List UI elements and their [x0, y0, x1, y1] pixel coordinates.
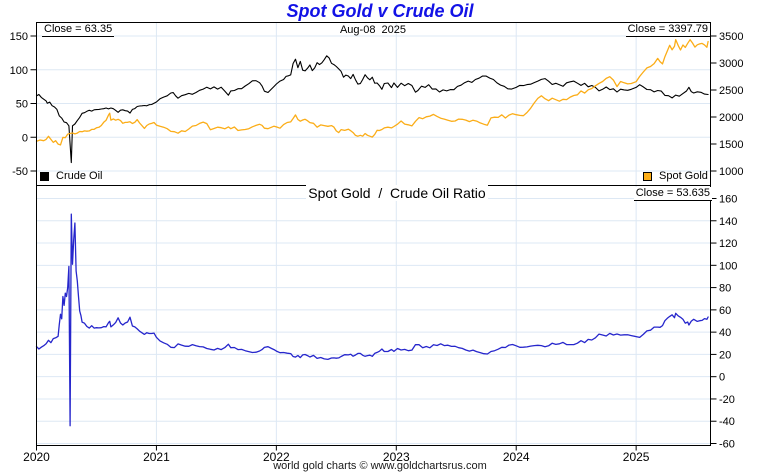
ratio-panel-title: Spot Gold / Crude Oil Ratio	[60, 185, 734, 201]
ratio-axis-tick-label: -20	[719, 394, 735, 406]
ratio-axis-tick-label: -60	[719, 439, 735, 451]
gold-legend-swatch	[643, 172, 652, 181]
ratio-axis-tick-label: 40	[719, 327, 731, 339]
gold-close-label: Close = 3397.79	[625, 23, 710, 37]
ratio-axis-tick-label: 140	[719, 216, 737, 228]
ratio-axis-tick-label: -40	[719, 416, 735, 428]
right-axis-tick-label: 3000	[719, 58, 743, 70]
ratio-axis-tick-label: 160	[719, 194, 737, 206]
left-axis-tick-label: 50	[16, 99, 28, 111]
right-axis-tick-label: 1000	[719, 166, 743, 178]
ratio-axis-tick-label: 0	[719, 372, 725, 384]
left-axis-tick-label: 100	[10, 65, 28, 77]
x-axis-year-label: 2023	[383, 450, 410, 464]
ratio-axis-tick-label: 60	[719, 305, 731, 317]
spot-gold-line	[35, 38, 709, 146]
x-axis-year-label: 2022	[263, 450, 290, 464]
crude-legend-swatch	[40, 172, 49, 181]
ratio-close-label: Close = 53.635	[633, 187, 712, 201]
x-axis-year-label: 2025	[623, 450, 650, 464]
gold-oil-ratio-line	[35, 213, 709, 427]
crude-oil-line	[35, 55, 709, 164]
x-axis-year-label: 2020	[23, 450, 50, 464]
footer-credit: world gold charts © www.goldchartsrus.co…	[273, 460, 487, 472]
date-label: Aug-08 2025	[36, 24, 710, 37]
right-axis-tick-label: 1500	[719, 139, 743, 151]
left-axis-tick-label: 150	[10, 31, 28, 43]
x-axis-year-label: 2024	[503, 450, 530, 464]
right-axis-tick-label: 2500	[719, 85, 743, 97]
ratio-axis-tick-label: 20	[719, 349, 731, 361]
right-axis-tick-label: 2000	[719, 112, 743, 124]
x-axis-year-label: 2021	[143, 450, 170, 464]
panel-border	[36, 185, 711, 446]
page-title: Spot Gold v Crude Oil	[286, 1, 474, 21]
ratio-axis-tick-label: 80	[719, 283, 731, 295]
ratio-axis-tick-label: 100	[719, 260, 737, 272]
ratio-panel-title-text: Spot Gold / Crude Oil Ratio	[306, 185, 488, 201]
gold-legend-label: Spot Gold	[659, 170, 708, 182]
crude-close-label: Close = 63.35	[42, 23, 115, 37]
left-axis-tick-label: -50	[12, 166, 28, 178]
right-axis-tick-label: 3500	[719, 31, 743, 43]
date-label-text: Aug-08 2025	[339, 24, 407, 36]
ratio-axis-tick-label: 120	[719, 238, 737, 250]
crude-legend-label: Crude Oil	[56, 170, 103, 182]
left-axis-tick-label: 0	[22, 132, 28, 144]
